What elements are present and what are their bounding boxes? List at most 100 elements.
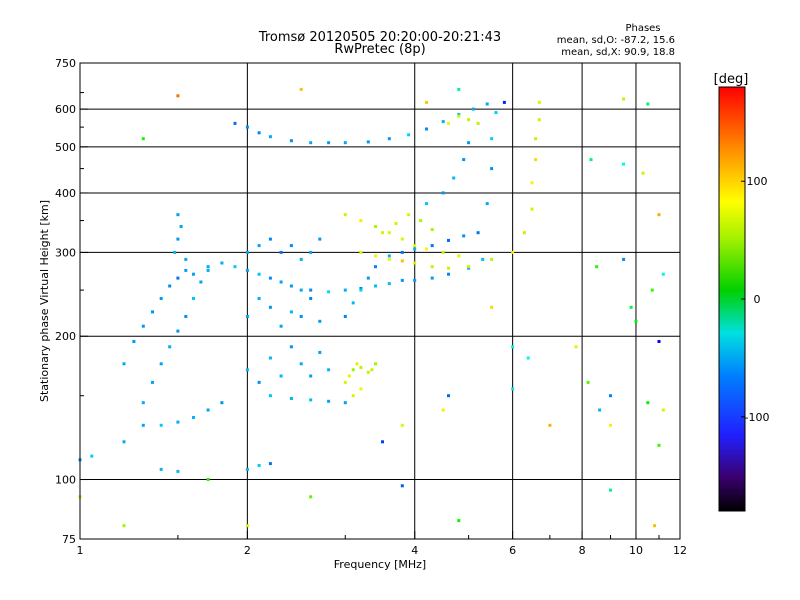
data-point-noise — [609, 423, 612, 427]
data-point-o-trace — [257, 380, 261, 384]
data-point-o-trace — [413, 278, 417, 282]
data-point-o-trace — [279, 374, 283, 378]
data-point-o-trace — [387, 254, 391, 258]
data-point-o-trace — [122, 362, 126, 366]
data-point-noise — [526, 356, 530, 360]
data-point-noise — [586, 380, 590, 384]
data-point-x-trace — [351, 394, 355, 398]
data-point-o-trace — [220, 261, 224, 265]
x-tick-label: 4 — [411, 544, 418, 557]
data-point-x-trace — [530, 181, 534, 185]
x-tick-label: 8 — [579, 544, 586, 557]
data-point-o-trace — [206, 265, 210, 269]
data-point-noise — [511, 387, 515, 391]
data-point-o-trace — [184, 257, 188, 261]
data-point-o-trace — [257, 464, 261, 467]
chart-title: Tromsø 20120505 20:20:00-20:21:43 — [258, 30, 501, 45]
data-point-x-trace — [370, 368, 374, 372]
data-point-x-trace — [441, 250, 445, 254]
data-point-noise — [425, 100, 428, 104]
data-point-x-trace — [359, 387, 363, 391]
data-point-noise — [381, 440, 384, 444]
data-point-o-trace — [192, 272, 195, 276]
data-point-noise — [122, 440, 126, 444]
data-point-x-trace — [381, 231, 384, 235]
data-point-x-trace — [359, 250, 363, 254]
data-point-x-trace — [530, 207, 534, 211]
data-point-o-trace — [151, 310, 154, 314]
colorbar-tick-label: 100 — [747, 175, 768, 188]
data-point-o-trace — [245, 268, 249, 272]
data-point-o-trace — [462, 158, 466, 162]
data-point-o-trace — [206, 268, 210, 272]
data-point-noise — [622, 257, 626, 261]
data-point-o-trace — [289, 397, 293, 400]
data-point-o-trace — [343, 288, 347, 292]
data-point-x-trace — [374, 225, 377, 228]
data-point-x-trace — [400, 237, 404, 241]
data-point-x-trace — [537, 118, 541, 122]
data-point-noise — [141, 137, 145, 141]
data-point-o-trace — [141, 423, 145, 427]
data-point-o-trace — [425, 127, 428, 131]
data-point-o-trace — [90, 454, 94, 458]
data-point-o-trace — [485, 102, 489, 106]
data-point-o-trace — [413, 247, 417, 251]
data-point-o-trace — [359, 287, 363, 290]
data-point-noise — [441, 408, 445, 412]
data-point-noise — [589, 158, 593, 162]
data-point-noise — [629, 305, 633, 309]
data-point-noise — [447, 394, 450, 398]
data-point-o-trace — [192, 297, 195, 300]
data-point-o-trace — [366, 276, 370, 280]
x-tick-label: 2 — [244, 544, 251, 557]
data-point-noise — [646, 401, 650, 405]
data-point-noise — [490, 305, 494, 309]
data-point-o-trace — [327, 399, 331, 403]
data-point-o-trace — [268, 276, 272, 280]
x-tick-label: 1 — [77, 544, 84, 557]
y-axis-label: Stationary phase Virtual Height [km] — [38, 200, 51, 402]
data-point-o-trace — [318, 319, 322, 323]
data-point-o-trace — [245, 368, 249, 372]
data-point-o-trace — [490, 137, 494, 141]
data-point-x-trace — [511, 250, 515, 254]
data-point-noise — [661, 272, 665, 276]
data-point-o-trace — [176, 213, 180, 217]
data-point-o-trace — [299, 315, 303, 318]
data-point-o-trace — [343, 401, 347, 405]
y-axis: 75 100 200 300 400 500 600 750 — [55, 57, 88, 546]
data-point-x-trace — [343, 380, 347, 384]
data-point-x-trace — [534, 137, 538, 141]
data-point-x-trace — [419, 219, 423, 223]
data-point-o-trace — [168, 284, 172, 288]
data-point-noise — [574, 345, 578, 349]
data-point-o-trace — [327, 141, 331, 145]
y-tick-label: 400 — [55, 187, 76, 200]
data-point-x-trace — [359, 365, 363, 369]
data-point-o-trace — [289, 284, 293, 288]
data-point-noise — [653, 524, 657, 528]
data-point-o-trace — [430, 276, 434, 280]
y-tick-label: 600 — [55, 103, 76, 116]
colorbar-tick-label: 0 — [754, 293, 761, 306]
data-point-o-trace — [257, 244, 261, 248]
data-point-o-trace — [173, 250, 177, 254]
data-point-noise — [400, 484, 404, 488]
data-point-noise — [622, 162, 626, 166]
data-point-o-trace — [441, 120, 445, 124]
data-point-x-trace — [366, 370, 370, 374]
data-point-o-trace — [289, 244, 293, 248]
data-point-o-trace — [309, 398, 313, 402]
data-point-o-trace — [159, 297, 163, 300]
data-point-o-trace — [309, 374, 313, 378]
data-point-o-trace — [176, 469, 180, 473]
data-point-o-trace — [447, 238, 450, 242]
x-tick-label: 12 — [673, 544, 687, 557]
data-point-x-trace — [522, 231, 526, 235]
data-point-noise — [245, 524, 249, 528]
data-point-o-trace — [159, 423, 163, 427]
data-point-o-trace — [279, 280, 283, 284]
data-point-o-trace — [343, 315, 347, 318]
